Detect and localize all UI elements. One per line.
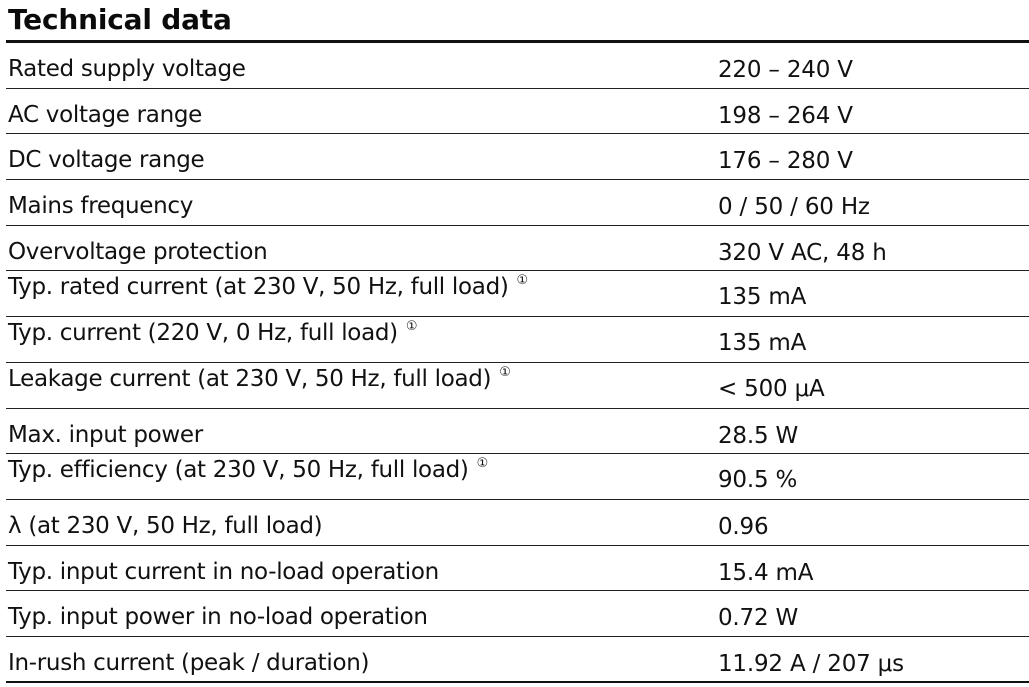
table-row: DC voltage range 176 – 280 V [6, 134, 1029, 181]
row-value: 11.92 A / 207 μs [718, 650, 904, 677]
table-row: Typ. current (220 V, 0 Hz, full load) ① 1… [6, 317, 1029, 363]
row-value: 320 V AC, 48 h [718, 239, 887, 266]
row-label: Typ. rated current (at 230 V, 50 Hz, ful… [8, 273, 528, 301]
footnote-marker: ① [405, 319, 418, 335]
footnote-marker: ① [499, 364, 511, 380]
row-label: AC voltage range [8, 101, 203, 128]
row-value: 0.72 W [718, 605, 799, 632]
row-label: Typ. input current in no-load operation [8, 558, 439, 585]
row-label: Leakage current (at 230 V, 50 Hz, full l… [8, 365, 511, 393]
row-label: In-rush current (peak / duration) [8, 649, 370, 676]
table-row: Overvoltage protection 320 V AC, 48 h [6, 226, 1029, 272]
table-row: Typ. efficiency (at 230 V, 50 Hz, full l… [6, 454, 1029, 500]
row-value: 0 / 50 / 60 Hz [718, 194, 870, 221]
row-label: Max. input power [8, 421, 203, 448]
table-row: λ (at 230 V, 50 Hz, full load) 0.96 [6, 500, 1029, 546]
row-label: Rated supply voltage [8, 56, 246, 82]
row-label-text: Typ. rated current (at 230 V, 50 Hz, ful… [8, 274, 509, 301]
row-value: 0.96 [718, 513, 769, 540]
row-label-text: Typ. efficiency (at 230 V, 50 Hz, full l… [8, 457, 469, 484]
row-value: < 500 μA [718, 375, 825, 402]
row-label-text: Typ. current (220 V, 0 Hz, full load) [8, 320, 398, 347]
title-divider [6, 40, 1029, 43]
row-value: 28.5 W [718, 422, 799, 449]
row-value: 135 mA [718, 284, 807, 311]
table-row: Rated supply voltage 220 – 240 V [6, 43, 1029, 89]
table-row: Leakage current (at 230 V, 50 Hz, full l… [6, 363, 1029, 409]
table-row: Max. input power 28.5 W [6, 409, 1029, 455]
row-label: Mains frequency [8, 193, 194, 220]
technical-data-section: Technical data Rated supply voltage 220 … [6, 0, 1029, 683]
row-value: 135 mA [718, 330, 807, 357]
table-row: AC voltage range 198 – 264 V [6, 89, 1029, 135]
row-label: DC voltage range [8, 147, 205, 174]
row-label: λ (at 230 V, 50 Hz, full load) [8, 512, 323, 539]
section-title: Technical data [8, 3, 232, 36]
row-value: 220 – 240 V [718, 57, 853, 83]
row-label-text: Leakage current (at 230 V, 50 Hz, full l… [8, 365, 492, 392]
row-value: 15.4 mA [718, 559, 814, 586]
technical-data-table: Rated supply voltage 220 – 240 V AC volt… [6, 43, 1029, 683]
table-row: Mains frequency 0 / 50 / 60 Hz [6, 180, 1029, 226]
footnote-marker: ① [476, 456, 489, 472]
table-row: Typ. input power in no-load operation 0.… [6, 591, 1029, 637]
row-label: Typ. current (220 V, 0 Hz, full load) ① [8, 319, 418, 347]
row-label: Typ. efficiency (at 230 V, 50 Hz, full l… [8, 456, 488, 484]
table-row: Typ. input current in no-load operation … [6, 546, 1029, 592]
row-value: 90.5 % [718, 467, 798, 494]
row-value: 176 – 280 V [718, 148, 853, 175]
row-label: Typ. input power in no-load operation [8, 604, 428, 631]
row-label: Overvoltage protection [8, 238, 268, 265]
footnote-marker: ① [516, 273, 529, 289]
row-value: 198 – 264 V [718, 102, 853, 129]
table-row: Typ. rated current (at 230 V, 50 Hz, ful… [6, 271, 1029, 318]
table-row: In-rush current (peak / duration) 11.92 … [6, 637, 1029, 683]
